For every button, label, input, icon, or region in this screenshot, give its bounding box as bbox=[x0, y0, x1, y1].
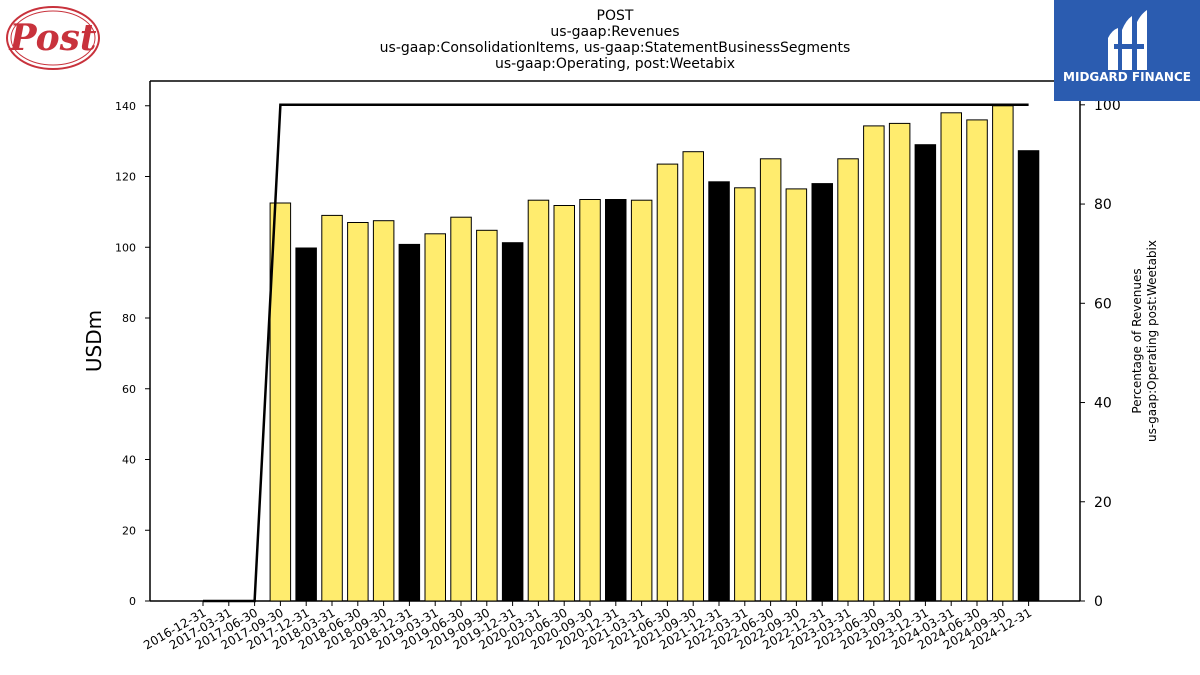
y2-tick-label: 100 bbox=[1094, 98, 1121, 114]
percentage-line bbox=[203, 103, 1029, 603]
bar-2018-12-31 bbox=[398, 243, 421, 602]
y-tick-label: 20 bbox=[122, 524, 136, 537]
y-tick-label: 100 bbox=[115, 241, 136, 254]
bar-2021-06-30 bbox=[656, 163, 679, 602]
y-tick-label: 60 bbox=[122, 383, 136, 396]
bar-2024-09-30 bbox=[992, 105, 1014, 602]
title-line: us-gaap:Operating, post:Weetabix bbox=[495, 56, 735, 72]
y2-tick-label: 0 bbox=[1094, 594, 1103, 610]
bar-2023-12-31 bbox=[914, 144, 937, 602]
y2-axis-label: Percentage of Revenues bbox=[1130, 268, 1144, 413]
y-tick-label: 120 bbox=[115, 171, 136, 184]
bar-2018-03-31 bbox=[321, 214, 343, 602]
y2-tick-label: 20 bbox=[1094, 495, 1112, 511]
y-tick-label: 40 bbox=[122, 454, 136, 467]
bar-2021-09-30 bbox=[682, 151, 704, 602]
bar-2020-03-31 bbox=[527, 199, 550, 602]
bars bbox=[269, 105, 1040, 602]
bar-2021-12-31 bbox=[708, 181, 730, 602]
y-axis-label: USDm bbox=[82, 310, 106, 372]
y-tick-label: 140 bbox=[115, 100, 136, 113]
y-tick-label: 80 bbox=[122, 312, 136, 325]
y2-tick-label: 40 bbox=[1094, 396, 1112, 412]
post-logo-text: Post bbox=[8, 17, 96, 59]
chart-title: POSTus-gaap:Revenuesus-gaap:Consolidatio… bbox=[380, 8, 851, 72]
bar-2023-06-30 bbox=[863, 125, 885, 602]
percentage-series-line bbox=[203, 103, 1029, 603]
bar-2018-06-30 bbox=[347, 222, 369, 602]
bar-2024-03-31 bbox=[940, 112, 962, 602]
bar-2020-09-30 bbox=[579, 199, 601, 602]
bar-2024-06-30 bbox=[966, 119, 988, 602]
ticks: 0204060801001201400204060801002016-12-31… bbox=[82, 98, 1159, 653]
bar-2022-12-31 bbox=[811, 183, 833, 602]
title-line: POST bbox=[597, 8, 634, 24]
post-logo: Post bbox=[6, 6, 100, 70]
bar-2024-12-31 bbox=[1017, 150, 1040, 602]
brand-name: MIDGARD FINANCE bbox=[1063, 70, 1191, 84]
bar-2022-09-30 bbox=[785, 188, 808, 602]
bar-2022-06-30 bbox=[759, 158, 782, 602]
y2-tick-label: 60 bbox=[1094, 296, 1112, 312]
bar-2018-09-30 bbox=[372, 220, 395, 602]
y-tick-label: 0 bbox=[129, 595, 136, 608]
bar-2019-06-30 bbox=[450, 216, 472, 602]
bar-2019-03-31 bbox=[424, 233, 446, 602]
y2-axis-label: us-gaap:Operating post:Weetabix bbox=[1145, 240, 1159, 442]
bar-2020-06-30 bbox=[553, 205, 575, 602]
bar-2021-03-31 bbox=[630, 199, 653, 602]
bar-2022-03-31 bbox=[734, 187, 756, 602]
title-line: us-gaap:ConsolidationItems, us-gaap:Stat… bbox=[380, 40, 851, 56]
bar-2019-12-31 bbox=[501, 242, 524, 602]
midgard-emblem-icon bbox=[1108, 10, 1147, 70]
bar-2019-09-30 bbox=[476, 229, 498, 602]
bar-2023-03-31 bbox=[837, 158, 859, 602]
bar-2017-12-31 bbox=[295, 247, 317, 602]
midgard-finance-logo: MIDGARD FINANCE bbox=[1054, 0, 1200, 101]
bar-2020-12-31 bbox=[605, 199, 627, 602]
title-line: us-gaap:Revenues bbox=[550, 24, 679, 40]
bar-2023-09-30 bbox=[888, 122, 911, 602]
y2-tick-label: 80 bbox=[1094, 197, 1112, 213]
